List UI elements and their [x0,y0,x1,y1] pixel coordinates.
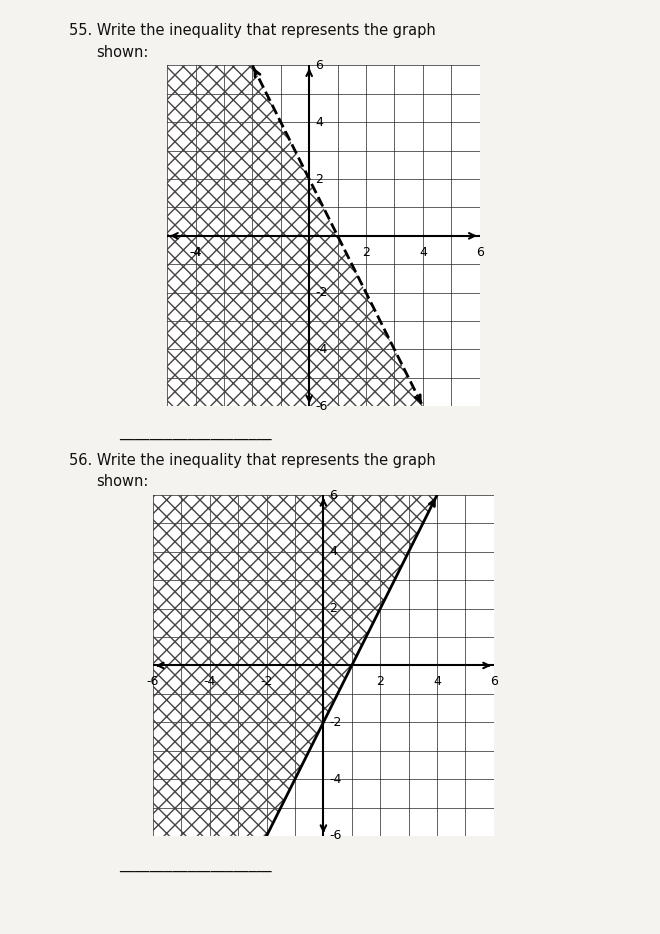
Text: -4: -4 [203,675,216,688]
Text: -2: -2 [329,715,341,729]
Text: 56. Write the inequality that represents the graph: 56. Write the inequality that represents… [69,453,436,468]
Text: -4: -4 [189,246,202,259]
Text: -6: -6 [315,400,327,413]
Text: 2: 2 [362,246,370,259]
Text: 2: 2 [315,173,323,186]
Text: -4: -4 [189,246,202,259]
Text: 4: 4 [315,116,323,129]
Text: 6: 6 [490,675,498,688]
Text: -4: -4 [329,772,341,785]
Text: -4: -4 [315,343,327,356]
Text: -2: -2 [261,675,273,688]
Text: ____________________: ____________________ [119,425,271,440]
Text: 2: 2 [329,602,337,616]
Text: 6: 6 [315,59,323,72]
Text: -6: -6 [147,675,159,688]
Text: 4: 4 [419,246,427,259]
Text: 55. Write the inequality that represents the graph: 55. Write the inequality that represents… [69,23,436,38]
Text: 6: 6 [476,246,484,259]
Text: 4: 4 [329,545,337,559]
Text: shown:: shown: [96,45,148,60]
Text: -2: -2 [315,286,327,299]
Text: 4: 4 [433,675,441,688]
Text: ____________________: ____________________ [119,857,271,872]
Text: 6: 6 [329,488,337,502]
Text: -6: -6 [329,829,341,842]
Text: 2: 2 [376,675,384,688]
Text: shown:: shown: [96,474,148,489]
